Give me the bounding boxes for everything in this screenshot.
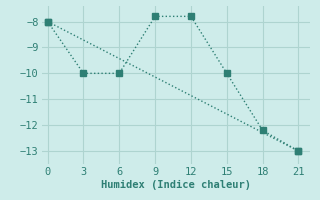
X-axis label: Humidex (Indice chaleur): Humidex (Indice chaleur) (101, 180, 251, 190)
